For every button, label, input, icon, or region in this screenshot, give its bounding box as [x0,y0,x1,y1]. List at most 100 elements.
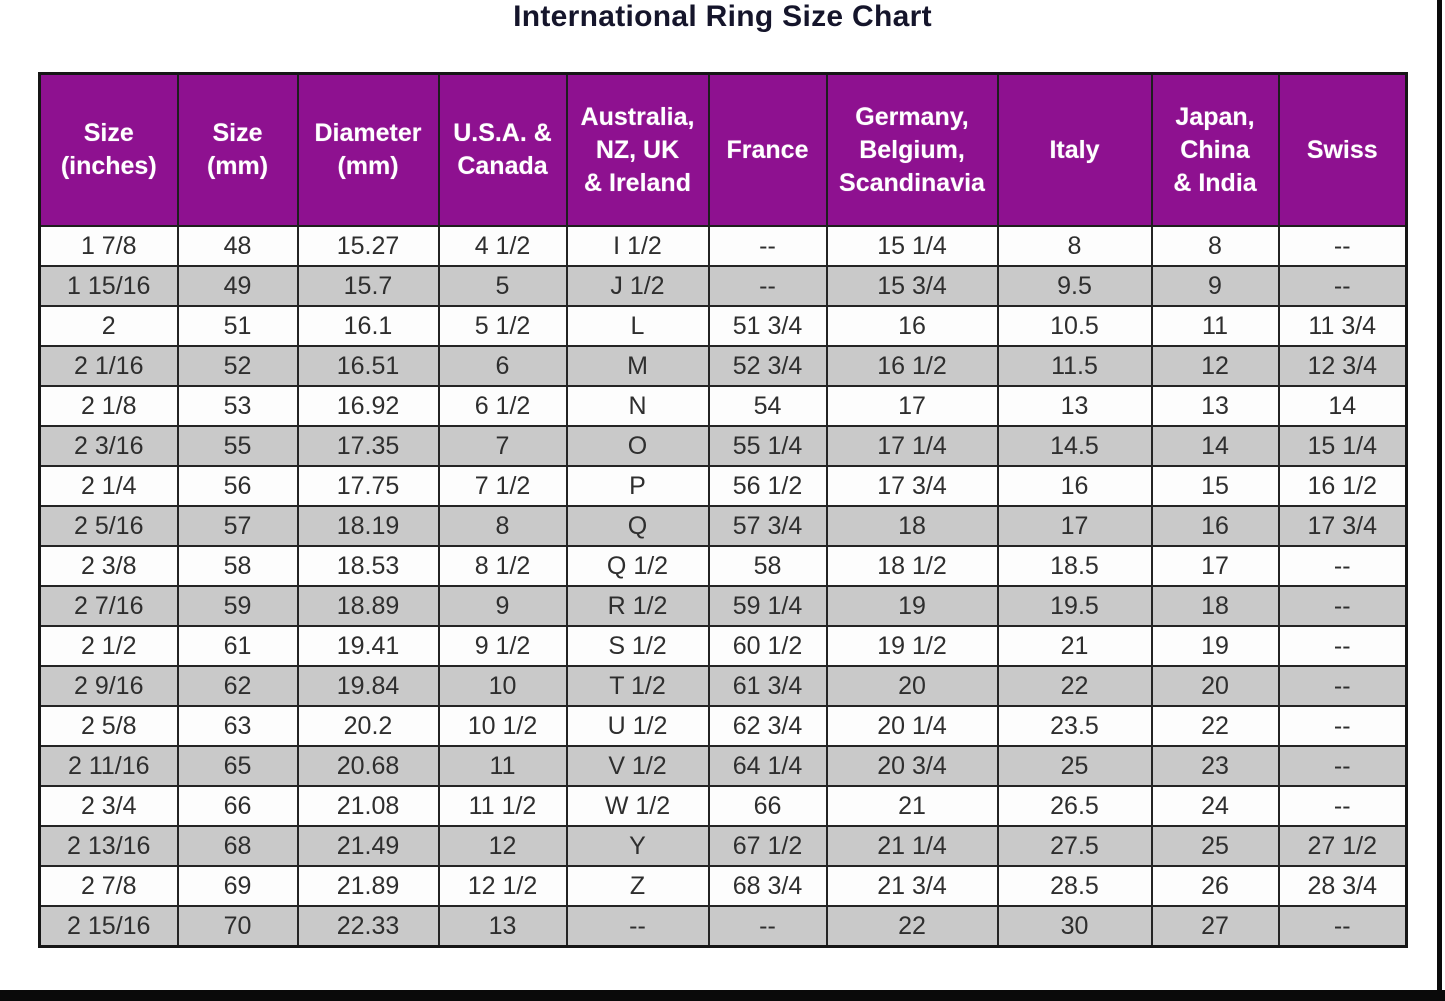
table-row: 2 9/16 62 19.84 10 T 1/2 61 3/4 20 22 20 -- [38,665,1408,707]
table-cell: 16 [825,305,999,347]
table-cell: 22.33 [296,905,440,948]
header-row: Size (inches) Size (mm) Diameter (mm) U.S.A… [38,72,1408,227]
table-cell: -- [707,225,828,267]
table-cell: 16 1/2 [825,345,999,387]
table-cell: 9 [437,585,568,627]
column-header: Size (mm) [176,72,299,227]
table-cell: R 1/2 [565,585,710,627]
table-cell: 21 [996,625,1153,667]
table-cell: -- [1277,785,1408,827]
table-cell: 57 [176,505,299,547]
table-cell: 8 [1150,225,1280,267]
table-row: 2 15/16 70 22.33 13 -- -- 22 30 27 -- [38,905,1408,948]
table-cell: 27 [1150,905,1280,948]
table-cell: 6 [437,345,568,387]
table-cell: N [565,385,710,427]
table-cell: M [565,345,710,387]
table-row: 1 15/16 49 15.7 5 J 1/2 -- 15 3/4 9.5 9 -- [38,265,1408,307]
table-cell: I 1/2 [565,225,710,267]
table-cell: 2 [38,305,179,347]
table-cell: 25 [1150,825,1280,867]
table-cell: -- [1277,665,1408,707]
table-row: 2 3/8 58 18.53 8 1/2 Q 1/2 58 18 1/2 18.5 17 -- [38,545,1408,587]
table-cell: 2 1/2 [38,625,179,667]
column-header: Italy [996,72,1153,227]
table-cell: Q [565,505,710,547]
table-row: 2 7/16 59 18.89 9 R 1/2 59 1/4 19 19.5 18 -- [38,585,1408,627]
table-cell: 52 [176,345,299,387]
table-cell: 2 7/8 [38,865,179,907]
table-cell: V 1/2 [565,745,710,787]
table-cell: 5 [437,265,568,307]
table-cell: 56 [176,465,299,507]
table-cell: 26 [1150,865,1280,907]
table-cell: 17 3/4 [1277,505,1408,547]
table-cell: 19 1/2 [825,625,999,667]
table-cell: -- [1277,545,1408,587]
table-row: 2 3/4 66 21.08 11 1/2 W 1/2 66 21 26.5 24 -- [38,785,1408,827]
table-cell: 13 [1150,385,1280,427]
table-cell: 12 3/4 [1277,345,1408,387]
table-cell: 56 1/2 [707,465,828,507]
table-cell: 26.5 [996,785,1153,827]
table-row: 2 3/16 55 17.35 7 O 55 1/4 17 1/4 14.5 14 15 1/4 [38,425,1408,467]
table-cell: 2 11/16 [38,745,179,787]
table-cell: 17 1/4 [825,425,999,467]
table-cell: 2 1/16 [38,345,179,387]
column-header: U.S.A. & Canada [437,72,568,227]
table-cell: 18.19 [296,505,440,547]
table-cell: 16 [1150,505,1280,547]
table-cell: 55 [176,425,299,467]
column-header: Size (inches) [38,72,179,227]
table-cell: -- [1277,745,1408,787]
table-cell: 51 [176,305,299,347]
table-row: 2 1/2 61 19.41 9 1/2 S 1/2 60 1/2 19 1/2 21 19 -- [38,625,1408,667]
table-cell: 51 3/4 [707,305,828,347]
table-row: 2 11/16 65 20.68 11 V 1/2 64 1/4 20 3/4 25 23 -- [38,745,1408,787]
table-cell: 27 1/2 [1277,825,1408,867]
table-cell: 53 [176,385,299,427]
table-cell: -- [1277,625,1408,667]
table-cell: 23.5 [996,705,1153,747]
table-cell: 17 [1150,545,1280,587]
table-cell: 21 1/4 [825,825,999,867]
table-cell: 62 [176,665,299,707]
table-cell: 28.5 [996,865,1153,907]
table-cell: 18 1/2 [825,545,999,587]
table-cell: 68 3/4 [707,865,828,907]
table-cell: 11.5 [996,345,1153,387]
table-cell: 21.49 [296,825,440,867]
table-cell: J 1/2 [565,265,710,307]
table-cell: 68 [176,825,299,867]
table-cell: O [565,425,710,467]
table-cell: 15.7 [296,265,440,307]
table-cell: 12 [1150,345,1280,387]
table-cell: 69 [176,865,299,907]
table-cell: -- [1277,585,1408,627]
table-cell: 22 [825,905,999,948]
table-cell: 22 [996,665,1153,707]
table-cell: 58 [176,545,299,587]
table-row: 2 5/8 63 20.2 10 1/2 U 1/2 62 3/4 20 1/4 23.5 22… [38,705,1408,747]
table-cell: -- [1277,225,1408,267]
table-cell: 10.5 [996,305,1153,347]
table-cell: 19.5 [996,585,1153,627]
table-cell: 52 3/4 [707,345,828,387]
table-cell: 2 1/8 [38,385,179,427]
table-cell: 19.41 [296,625,440,667]
table-cell: 10 [437,665,568,707]
table-cell: 5 1/2 [437,305,568,347]
table-cell: -- [1277,265,1408,307]
table-cell: S 1/2 [565,625,710,667]
table-cell: 2 3/8 [38,545,179,587]
table-cell: 62 3/4 [707,705,828,747]
table-cell: 2 3/4 [38,785,179,827]
column-header: France [707,72,828,227]
table-cell: 16.51 [296,345,440,387]
table-cell: 11 1/2 [437,785,568,827]
table-cell: 27.5 [996,825,1153,867]
table-cell: 66 [707,785,828,827]
right-edge-line [1437,0,1442,1001]
table-cell: 15.27 [296,225,440,267]
